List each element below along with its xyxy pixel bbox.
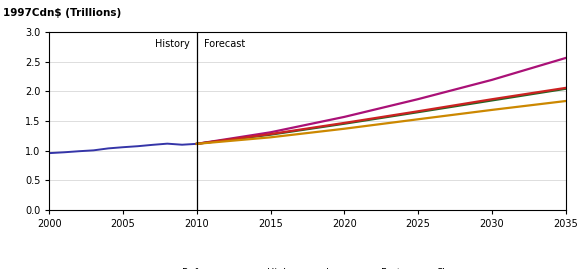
Reference: [46, 151, 53, 155]
Fast: [193, 142, 200, 146]
High: [267, 132, 274, 136]
Text: 1997Cdn$ (Trillions): 1997Cdn$ (Trillions): [3, 8, 121, 18]
Low: [267, 133, 274, 136]
Fast: [488, 78, 495, 82]
High: [562, 86, 569, 90]
Line: Slow: Slow: [197, 101, 566, 144]
High: [193, 142, 200, 146]
Reference: [90, 149, 97, 152]
Line: High: High: [197, 88, 566, 144]
Slow: [488, 108, 495, 112]
Reference: [135, 145, 142, 148]
Low: [193, 142, 200, 146]
Fast: [341, 115, 348, 119]
Text: History: History: [155, 39, 190, 49]
Line: Fast: Fast: [197, 58, 566, 144]
High: [488, 98, 495, 101]
Low: [562, 87, 569, 90]
Reference: [179, 143, 186, 146]
Reference: [193, 142, 200, 146]
Slow: [562, 100, 569, 103]
Low: [488, 99, 495, 102]
Slow: [341, 127, 348, 130]
Slow: [267, 136, 274, 139]
Line: Reference: Reference: [49, 144, 197, 153]
Reference: [119, 146, 126, 149]
Reference: [164, 142, 171, 145]
Slow: [415, 118, 422, 121]
Reference: [105, 147, 112, 150]
Fast: [562, 56, 569, 60]
Reference: [149, 143, 156, 146]
Text: Forecast: Forecast: [204, 39, 245, 49]
Line: Low: Low: [197, 89, 566, 144]
Reference: [75, 150, 82, 153]
Legend: Reference, High, Low, Fast, Slow: Reference, High, Low, Fast, Slow: [152, 264, 463, 269]
High: [415, 110, 422, 113]
Low: [341, 122, 348, 125]
Fast: [267, 131, 274, 134]
Low: [415, 111, 422, 114]
Fast: [415, 98, 422, 101]
Slow: [193, 142, 200, 146]
High: [341, 121, 348, 125]
Reference: [60, 151, 67, 154]
